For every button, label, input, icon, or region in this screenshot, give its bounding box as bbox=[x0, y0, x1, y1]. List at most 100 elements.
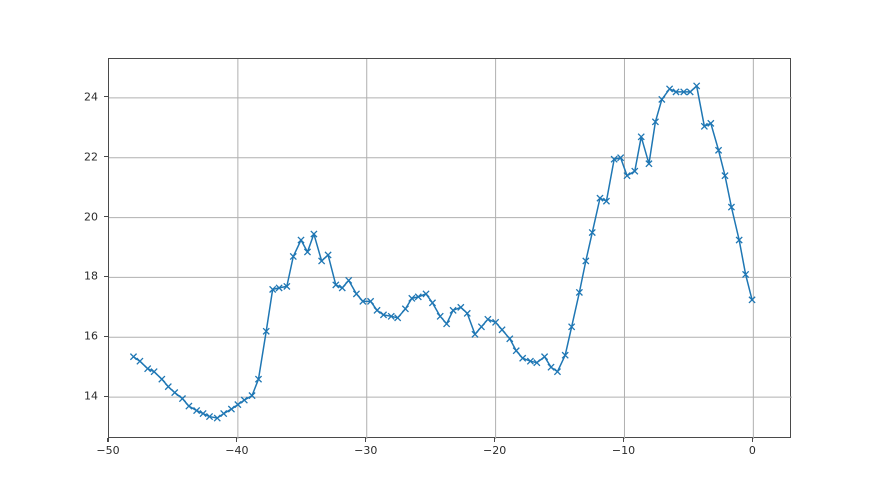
data-line-series-1 bbox=[129, 82, 756, 422]
y-tick-label: 24 bbox=[84, 90, 98, 104]
data-point-marker bbox=[471, 330, 479, 338]
data-point-marker bbox=[623, 172, 631, 180]
data-point-marker bbox=[575, 288, 583, 296]
data-point-marker bbox=[414, 293, 422, 301]
data-point-marker bbox=[262, 327, 270, 335]
data-point-marker bbox=[359, 297, 367, 305]
data-point-marker bbox=[742, 270, 750, 278]
data-point-marker bbox=[338, 284, 346, 292]
x-tick-label: −40 bbox=[225, 444, 249, 457]
y-tick-mark bbox=[104, 335, 108, 337]
x-tick-label: −10 bbox=[611, 444, 636, 457]
data-point-marker bbox=[234, 401, 242, 409]
data-point-marker bbox=[631, 167, 639, 175]
data-point-marker bbox=[227, 405, 235, 413]
y-tick-label: 18 bbox=[84, 269, 98, 283]
data-point-marker bbox=[484, 315, 492, 323]
y-tick-mark bbox=[104, 395, 108, 397]
y-tick-mark bbox=[104, 96, 108, 98]
data-point-marker bbox=[394, 314, 402, 322]
data-point-marker bbox=[345, 276, 353, 284]
data-point-marker bbox=[700, 122, 708, 130]
x-tick-label: −50 bbox=[96, 444, 120, 457]
data-point-marker bbox=[436, 312, 444, 320]
plot-area bbox=[108, 58, 792, 439]
x-tick-mark bbox=[107, 438, 109, 442]
data-point-marker bbox=[588, 228, 596, 237]
data-point-marker bbox=[637, 133, 645, 141]
data-point-marker bbox=[275, 284, 283, 292]
data-point-marker bbox=[582, 257, 590, 265]
plot-svg bbox=[109, 59, 792, 439]
data-point-marker bbox=[185, 402, 193, 410]
data-point-marker bbox=[672, 88, 680, 96]
y-tick-mark bbox=[104, 215, 108, 218]
data-point-marker bbox=[547, 363, 555, 371]
x-tick-label: 0 bbox=[748, 444, 756, 457]
data-point-marker bbox=[477, 323, 485, 331]
data-point-marker bbox=[144, 365, 152, 373]
data-point-marker bbox=[707, 119, 715, 127]
data-point-marker bbox=[248, 392, 256, 400]
data-point-marker bbox=[651, 118, 659, 126]
data-point-marker bbox=[367, 297, 375, 305]
data-point-marker bbox=[379, 311, 388, 319]
data-point-marker bbox=[721, 172, 729, 180]
x-tick-mark bbox=[622, 438, 625, 442]
data-point-marker bbox=[443, 320, 451, 328]
data-point-marker bbox=[408, 294, 416, 302]
y-tick-label: 16 bbox=[84, 329, 98, 343]
data-point-marker bbox=[401, 305, 409, 313]
data-point-marker bbox=[457, 303, 465, 311]
data-point-marker bbox=[686, 88, 694, 96]
y-tick-label: 22 bbox=[84, 150, 98, 164]
data-point-marker bbox=[422, 290, 430, 298]
x-tick-label: −30 bbox=[354, 444, 378, 457]
data-point-marker bbox=[387, 312, 395, 320]
grid-lines bbox=[109, 59, 792, 439]
x-tick-mark bbox=[494, 438, 496, 442]
data-point-marker bbox=[617, 154, 625, 162]
data-point-marker bbox=[645, 160, 653, 168]
data-point-marker bbox=[199, 410, 207, 418]
data-point-marker bbox=[269, 285, 277, 293]
x-tick-mark bbox=[236, 438, 238, 442]
data-point-marker bbox=[158, 375, 166, 383]
data-point-marker bbox=[596, 194, 604, 202]
data-point-marker bbox=[310, 230, 318, 238]
x-tick-label: −20 bbox=[482, 444, 507, 457]
data-point-marker bbox=[129, 353, 138, 361]
data-point-marker bbox=[492, 318, 500, 326]
data-point-marker bbox=[164, 383, 172, 391]
data-point-marker bbox=[283, 282, 291, 290]
data-point-marker bbox=[303, 248, 312, 256]
data-line bbox=[132, 85, 753, 419]
data-point-marker bbox=[693, 82, 701, 90]
data-point-marker bbox=[506, 335, 514, 343]
data-point-marker bbox=[553, 368, 562, 376]
data-point-marker bbox=[666, 85, 674, 93]
data-point-marker bbox=[136, 357, 144, 365]
y-tick-label: 20 bbox=[84, 210, 98, 224]
data-point-marker bbox=[205, 413, 214, 421]
data-point-marker bbox=[714, 146, 723, 154]
data-point-marker bbox=[213, 414, 221, 422]
data-point-marker bbox=[318, 257, 326, 265]
data-point-marker bbox=[533, 359, 541, 367]
x-tick-mark bbox=[751, 438, 753, 442]
data-point-marker bbox=[449, 306, 457, 314]
data-point-marker bbox=[428, 299, 437, 307]
data-point-marker bbox=[748, 296, 756, 304]
data-point-marker bbox=[352, 290, 360, 298]
data-point-marker bbox=[240, 396, 248, 404]
data-point-marker bbox=[602, 197, 610, 205]
data-point-marker bbox=[561, 351, 569, 359]
y-tick-label: 14 bbox=[84, 389, 98, 403]
data-point-marker bbox=[727, 203, 735, 211]
data-point-marker bbox=[541, 353, 549, 361]
data-point-marker bbox=[220, 410, 228, 418]
data-point-marker bbox=[658, 95, 666, 103]
data-point-marker bbox=[178, 395, 187, 403]
data-point-marker bbox=[568, 323, 576, 331]
